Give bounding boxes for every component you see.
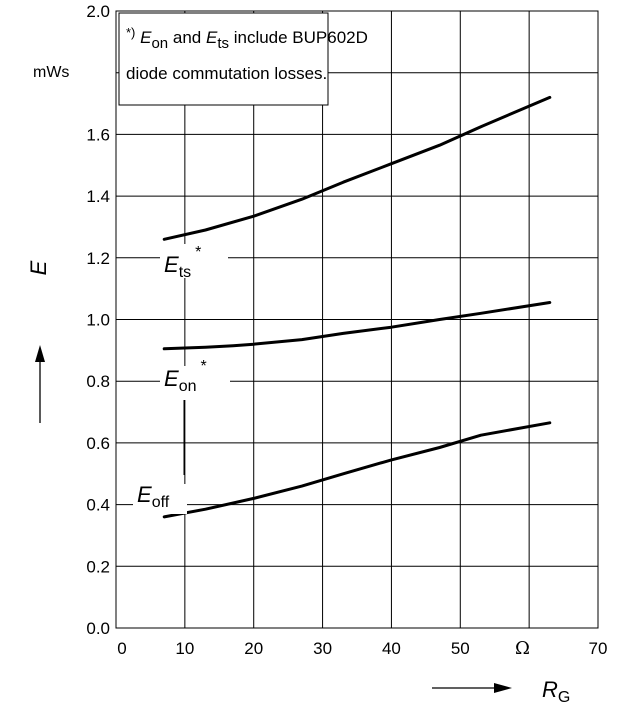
x-tick-label: 40 (382, 639, 401, 658)
series-label-ets: Ets* (160, 244, 228, 281)
y-tick-label: 1.2 (86, 249, 110, 268)
x-axis-arrow (432, 683, 512, 693)
y-axis-arrow (35, 345, 45, 423)
note-box: *) Eon and Ets include BUP602D diode com… (118, 12, 368, 106)
series-line-1 (162, 301, 552, 351)
y-tick-label: 0.6 (86, 434, 110, 453)
svg-text:Eon*: Eon* (164, 358, 207, 395)
y-axis-label: E (26, 260, 51, 275)
x-axis-label: RG (542, 677, 570, 706)
y-tick-label: 0.8 (86, 372, 110, 391)
x-tick-labels: 0 10 20 30 40 50 70 (117, 639, 607, 658)
y-tick-label: 1.0 (86, 311, 110, 330)
series-line-2 (162, 421, 552, 519)
y-tick-label: 0.0 (86, 619, 110, 638)
y-tick-labels: 0.0 0.2 0.4 0.6 0.8 1.0 1.2 1.4 1.6 2.0 (86, 2, 110, 638)
x-tick-label: 30 (313, 639, 332, 658)
x-tick-label: 0 (117, 639, 126, 658)
note-line-2: diode commutation losses. (126, 64, 327, 83)
x-unit-label: Ω (515, 638, 530, 659)
y-tick-label: 0.2 (86, 557, 110, 576)
x-tick-label: 20 (244, 639, 263, 658)
x-tick-label: 10 (175, 639, 194, 658)
svg-text:Eoff: Eoff (137, 482, 170, 511)
y-tick-label: 1.4 (86, 187, 110, 206)
x-tick-label: 70 (589, 639, 608, 658)
y-tick-label: 2.0 (86, 2, 110, 21)
note-line-1: *) Eon and Ets include BUP602D (126, 25, 368, 52)
y-unit-label: mWs (33, 64, 69, 81)
series-lines (162, 95, 552, 519)
y-tick-label: 1.6 (86, 125, 110, 144)
series-line-0 (162, 95, 552, 241)
plot-frame (115, 10, 599, 629)
x-tick-label: 50 (451, 639, 470, 658)
svg-text:Ets*: Ets* (164, 244, 201, 281)
series-label-eoff: Eoff (133, 482, 187, 514)
series-label-eon: Eon* (160, 358, 230, 400)
y-tick-label: 0.4 (86, 496, 110, 515)
